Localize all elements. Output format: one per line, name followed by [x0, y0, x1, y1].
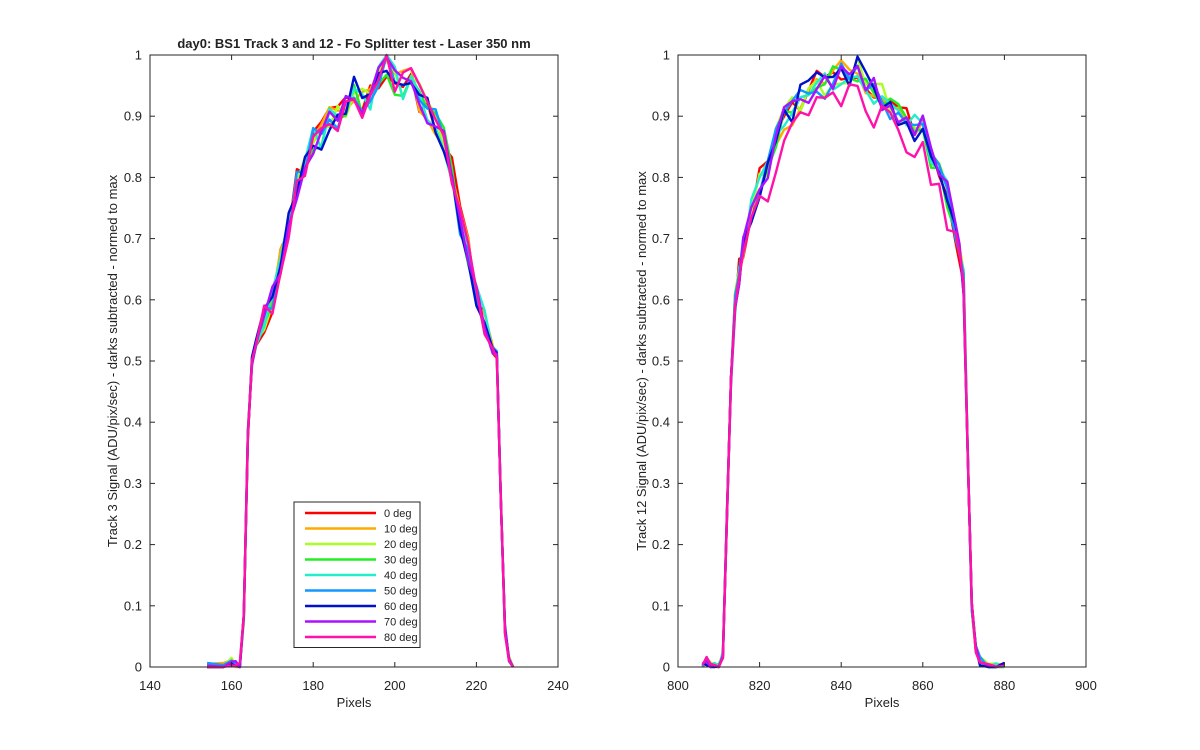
y-tick-label: 0.2	[652, 537, 670, 552]
y-tick-label: 1	[663, 48, 670, 63]
y-tick-label: 0.6	[652, 292, 670, 307]
y-axis-label: Track 3 Signal (ADU/pix/sec) - darks sub…	[105, 174, 120, 547]
x-axis-label: Pixels	[337, 695, 372, 710]
x-tick-label: 880	[994, 678, 1016, 693]
x-tick-label: 180	[302, 678, 324, 693]
legend-label: 50 deg	[384, 586, 418, 598]
y-tick-label: 0.6	[124, 292, 142, 307]
y-tick-label: 0.1	[124, 598, 142, 613]
y-tick-label: 0.3	[124, 476, 142, 491]
legend-label: 40 deg	[384, 570, 418, 582]
series-line-20-deg	[701, 56, 1005, 669]
legend-label: 30 deg	[384, 555, 418, 567]
y-tick-label: 0.9	[652, 109, 670, 124]
x-tick-label: 860	[912, 678, 934, 693]
y-tick-label: 0.1	[652, 598, 670, 613]
x-tick-label: 220	[466, 678, 488, 693]
x-tick-label: 800	[667, 678, 689, 693]
series-line-50-deg	[701, 62, 1005, 669]
legend-label: 60 deg	[384, 601, 418, 613]
x-tick-label: 200	[384, 678, 406, 693]
y-tick-label: 0.8	[124, 170, 142, 185]
y-tick-label: 0.4	[652, 415, 670, 430]
y-tick-label: 0.3	[652, 476, 670, 491]
series-line-0-deg	[701, 69, 1005, 669]
plot-panel-0: 140 160 180 200 220 240 0 0.1 0.2 0.3 0.4 0.5 0.6 0.7…	[105, 36, 569, 710]
series-line-30-deg	[702, 65, 1005, 669]
y-tick-label: 0	[135, 660, 142, 675]
x-tick-label: 820	[749, 678, 771, 693]
y-tick-label: 0	[663, 660, 670, 675]
series-line-10-deg	[701, 59, 1005, 669]
legend-label: 0 deg	[384, 508, 412, 520]
legend: 0 deg 10 deg 20 deg 30 deg 40 deg 50 deg 60 de…	[293, 501, 421, 648]
axes-box	[677, 54, 1087, 668]
legend-label: 10 deg	[384, 524, 418, 536]
x-axis-label: Pixels	[865, 695, 900, 710]
legend-label: 80 deg	[384, 632, 418, 644]
x-tick-label: 900	[1075, 678, 1097, 693]
series-line-80-deg	[207, 53, 515, 669]
x-tick-label: 140	[139, 678, 161, 693]
y-tick-label: 0.7	[652, 231, 670, 246]
x-tick-label: 160	[221, 678, 243, 693]
y-tick-label: 0.2	[124, 537, 142, 552]
series-line-60-deg	[701, 55, 1005, 669]
series-line-40-deg	[701, 72, 1005, 669]
y-axis-label: Track 12 Signal (ADU/pix/sec) - darks su…	[634, 171, 649, 551]
y-tick-label: 0.4	[124, 415, 142, 430]
x-tick-label: 840	[830, 678, 852, 693]
x-tick-label: 240	[547, 678, 569, 693]
series-line-80-deg	[701, 83, 1005, 669]
y-tick-label: 1	[135, 48, 142, 63]
series-line-70-deg	[701, 64, 1005, 669]
y-tick-label: 0.5	[652, 354, 670, 369]
y-tick-label: 0.5	[124, 354, 142, 369]
y-tick-label: 0.9	[124, 109, 142, 124]
legend-label: 70 deg	[384, 617, 418, 629]
legend-label: 20 deg	[384, 539, 418, 551]
plot-panel-1: 800 820 840 860 880 900 0 0.1 0.2 0.3 0.4 0.5 0.6 0.7…	[634, 48, 1097, 711]
y-tick-label: 0.7	[124, 231, 142, 246]
chart-title: day0: BS1 Track 3 and 12 - Fo Splitter t…	[177, 36, 530, 51]
y-tick-label: 0.8	[652, 170, 670, 185]
